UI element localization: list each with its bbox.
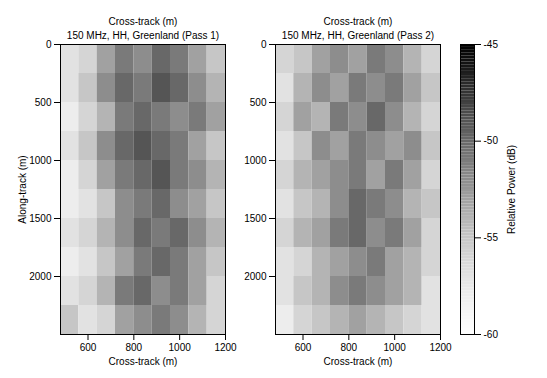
svg-text:2000: 2000 (244, 271, 267, 282)
svg-text:800: 800 (340, 342, 357, 353)
svg-text:Cross-track (m): Cross-track (m) (324, 16, 393, 27)
svg-text:1000: 1000 (29, 155, 52, 166)
svg-text:-55: -55 (484, 232, 499, 243)
svg-text:Along-track (m): Along-track (m) (17, 155, 28, 223)
svg-text:600: 600 (295, 342, 312, 353)
svg-text:1200: 1200 (214, 342, 237, 353)
svg-text:1500: 1500 (244, 213, 267, 224)
svg-text:150 MHz, HH, Greenland (Pass 1: 150 MHz, HH, Greenland (Pass 1) (67, 30, 219, 41)
svg-text:-45: -45 (484, 39, 499, 50)
svg-text:Cross-track (m): Cross-track (m) (109, 16, 178, 27)
svg-text:1000: 1000 (169, 342, 192, 353)
svg-text:1000: 1000 (384, 342, 407, 353)
svg-text:1500: 1500 (29, 213, 52, 224)
svg-text:Cross-track (m): Cross-track (m) (324, 356, 393, 367)
svg-text:1000: 1000 (244, 155, 267, 166)
svg-text:800: 800 (125, 342, 142, 353)
svg-text:150 MHz, HH, Greenland (Pass 2: 150 MHz, HH, Greenland (Pass 2) (282, 30, 434, 41)
svg-text:-60: -60 (484, 329, 499, 340)
svg-text:-50: -50 (484, 135, 499, 146)
svg-text:Relative Power (dB): Relative Power (dB) (506, 145, 517, 234)
svg-text:0: 0 (46, 39, 52, 50)
svg-text:0: 0 (261, 39, 267, 50)
svg-text:Cross-track (m): Cross-track (m) (109, 356, 178, 367)
svg-text:2000: 2000 (29, 271, 52, 282)
svg-text:500: 500 (250, 97, 267, 108)
svg-text:1200: 1200 (429, 342, 452, 353)
svg-text:600: 600 (80, 342, 97, 353)
svg-text:500: 500 (35, 97, 52, 108)
